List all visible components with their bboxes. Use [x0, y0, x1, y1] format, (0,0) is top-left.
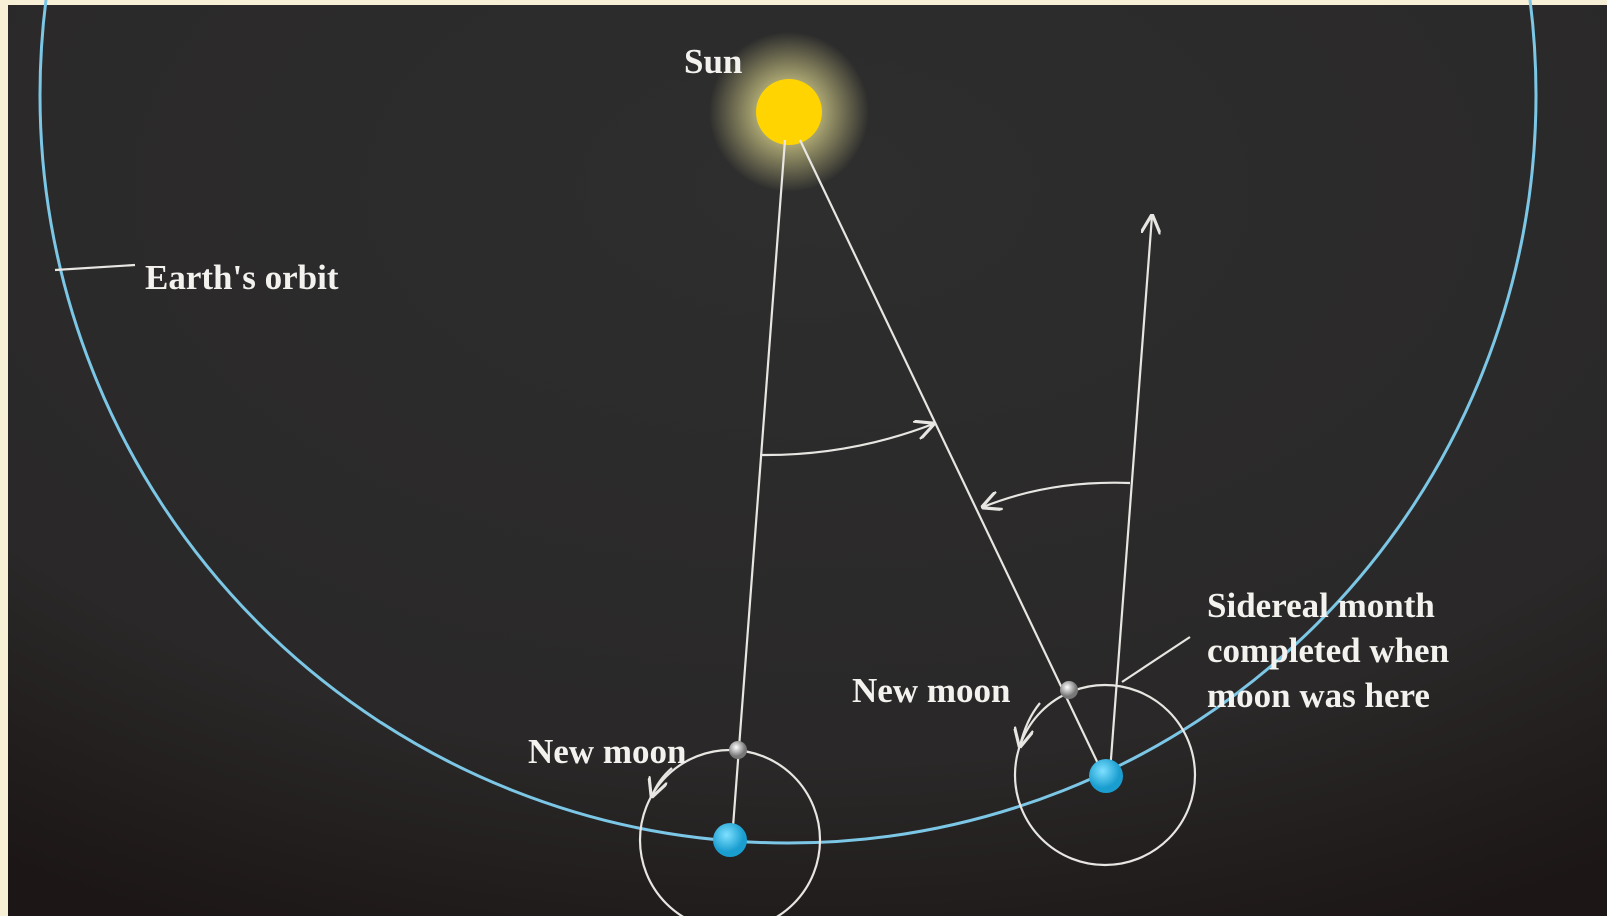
page: Sun Earth's orbit New moon New moon Side…	[0, 0, 1607, 916]
sidereal-label: moon was here	[1207, 676, 1430, 715]
diagram: Sun Earth's orbit New moon New moon Side…	[0, 0, 1607, 916]
moon-label: New moon	[852, 671, 1010, 710]
sun	[756, 79, 822, 145]
moon	[729, 741, 747, 759]
earth	[713, 823, 747, 857]
sun-label: Sun	[684, 42, 742, 81]
sidereal-label: completed when	[1207, 631, 1449, 670]
moon	[1060, 681, 1078, 699]
orbit-label: Earth's orbit	[145, 258, 339, 297]
sidereal-label: Sidereal month	[1207, 586, 1435, 625]
moon-label: New moon	[528, 732, 686, 771]
earth	[1089, 759, 1123, 793]
